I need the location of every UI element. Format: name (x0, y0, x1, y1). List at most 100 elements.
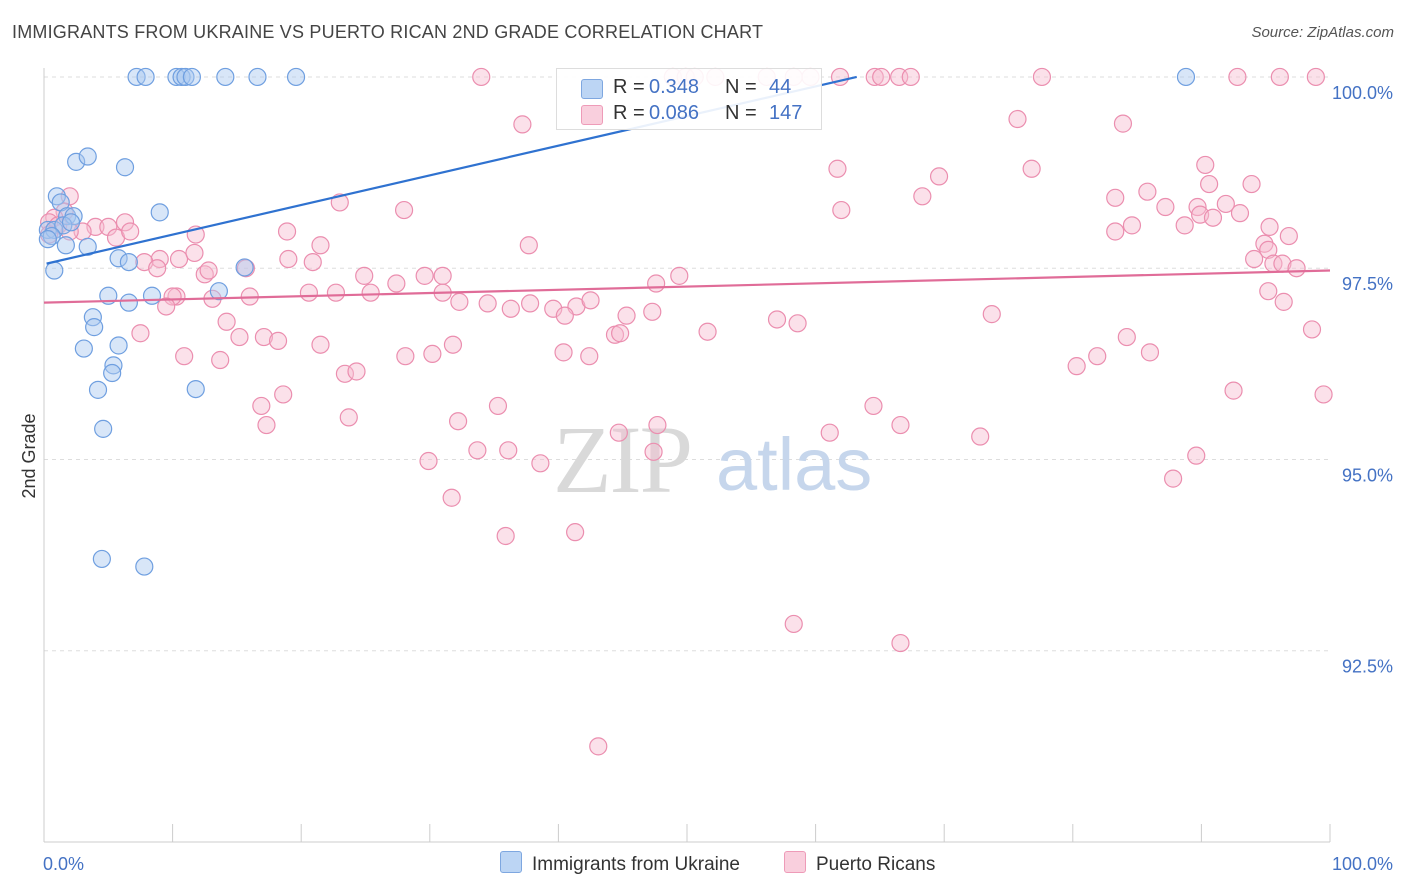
puerto-rican-point-12 (901, 67, 920, 87)
puerto-rican-point-17 (1008, 109, 1027, 129)
legend-r-label: R = (613, 76, 645, 98)
puerto-rican-point-155 (589, 737, 608, 756)
y-tick-label-2: 95.0% (1342, 465, 1393, 485)
legend-r-label: R = (613, 102, 645, 124)
puerto-rican-point-67 (169, 249, 189, 269)
puerto-rican-point-151 (566, 523, 585, 542)
puerto-rican-point-110 (131, 324, 150, 343)
puerto-rican-point-134 (488, 396, 508, 416)
ukraine-point-40 (88, 380, 108, 399)
puerto-rican-point-55 (1106, 222, 1125, 241)
puerto-rican-point-108 (1302, 320, 1322, 339)
puerto-rican-point-25 (1200, 174, 1219, 194)
puerto-rican-point-116 (335, 364, 355, 383)
ukraine-point-28 (45, 261, 64, 280)
puerto-rican-point-147 (1314, 385, 1333, 404)
puerto-rican-point-109 (157, 297, 176, 316)
puerto-rican-point-9 (865, 67, 884, 87)
ukraine-point-1 (136, 67, 155, 87)
puerto-rican-point-117 (347, 362, 366, 381)
puerto-rican-point-23 (1106, 188, 1125, 207)
puerto-rican-trendline (43, 269, 1331, 304)
puerto-rican-point-128 (211, 350, 230, 370)
puerto-rican-point-97 (581, 291, 600, 310)
puerto-rican-point-119 (423, 344, 442, 363)
ukraine-point-27 (119, 252, 138, 272)
puerto-rican-point-89 (670, 266, 689, 285)
ukraine-point-3 (172, 67, 191, 87)
puerto-rican-point-153 (784, 614, 803, 634)
chart-title: IMMIGRANTS FROM UKRAINE VS PUERTO RICAN … (12, 22, 764, 42)
puerto-rican-point-113 (254, 327, 274, 347)
ukraine-point-41 (186, 379, 205, 399)
source-label: Source: ZipAtlas.com (1251, 24, 1394, 41)
puerto-rican-point-115 (311, 335, 330, 354)
ukraine-point-33 (119, 293, 138, 312)
puerto-rican-point-48 (1138, 182, 1157, 201)
bottom-legend-puerto-ricans: Puerto Ricans (784, 851, 935, 876)
x-tick-min: 0.0% (43, 854, 84, 874)
ukraine-point-36 (74, 339, 93, 358)
ukraine-point-39 (103, 363, 122, 383)
puerto-rican-point-65 (1287, 259, 1306, 278)
puerto-rican-point-137 (499, 441, 518, 460)
puerto-rican-point-124 (611, 324, 630, 343)
axes (43, 68, 1331, 843)
puerto-rican-point-82 (415, 266, 434, 285)
puerto-rican-point-35 (115, 213, 135, 232)
ukraine-point-25 (78, 237, 97, 256)
puerto-rican-point-139 (644, 442, 663, 461)
y-axis-label: 2nd Grade (19, 413, 39, 498)
legend-n-label: N = (725, 76, 757, 98)
puerto-rican-point-129 (274, 385, 293, 404)
puerto-rican-point-114 (268, 331, 288, 350)
puerto-rican-point-99 (643, 302, 662, 321)
puerto-rican-point-46 (519, 236, 538, 255)
ukraine-point-9 (1176, 67, 1196, 87)
puerto-rican-point-15 (1270, 67, 1289, 87)
ukraine-point-43 (92, 549, 111, 569)
puerto-rican-point-142 (864, 396, 883, 416)
puerto-rican-point-26 (1242, 174, 1261, 194)
puerto-rican-point-83 (433, 266, 452, 285)
puerto-rican-point-54 (1216, 194, 1235, 214)
puerto-rican-point-62 (1245, 249, 1264, 269)
puerto-rican-point-13 (1032, 67, 1052, 87)
puerto-rican-point-50 (1175, 216, 1194, 235)
puerto-rican-point-38 (121, 222, 140, 241)
puerto-rican-point-103 (982, 305, 1001, 324)
puerto-rican-point-78 (326, 283, 346, 302)
puerto-rican-point-16 (1306, 67, 1325, 87)
puerto-rican-point-74 (279, 249, 298, 269)
puerto-rican-point-45 (311, 236, 330, 255)
bottom-legend-ukraine: Immigrants from Ukraine (500, 851, 740, 876)
puerto-rican-point-21 (929, 167, 949, 186)
ukraine-point-10 (67, 152, 86, 171)
puerto-rican-point-98 (617, 306, 636, 325)
watermark-atlas: atlas (716, 423, 872, 506)
puerto-rican-point-154 (891, 633, 910, 653)
ukraine-point-23 (38, 230, 57, 249)
ukraine-point-24 (56, 236, 75, 255)
ukraine-point-7 (248, 67, 267, 87)
puerto-rican-point-107 (1274, 292, 1293, 311)
ukraine-point-31 (142, 286, 162, 305)
puerto-rican-point-102 (788, 314, 807, 333)
puerto-rican-point-125 (1088, 347, 1107, 366)
puerto-rican-point-85 (450, 292, 469, 311)
puerto-rican-point-96 (555, 306, 574, 325)
puerto-rican-point-53 (1203, 208, 1223, 227)
puerto-rican-point-80 (361, 283, 380, 302)
puerto-rican-point-79 (355, 266, 374, 285)
puerto-rican-point-106 (1259, 282, 1278, 301)
puerto-rican-point-18 (1113, 114, 1133, 133)
puerto-rican-point-149 (442, 488, 461, 507)
puerto-rican-point-92 (521, 294, 540, 313)
y-tick-label-0: 100.0% (1332, 83, 1393, 103)
puerto-rican-point-104 (1117, 327, 1136, 347)
puerto-rican-point-152 (1164, 469, 1183, 488)
puerto-rican-point-93 (501, 299, 520, 318)
watermark: ZIP atlas (553, 406, 872, 513)
puerto-rican-point-27 (913, 187, 932, 206)
